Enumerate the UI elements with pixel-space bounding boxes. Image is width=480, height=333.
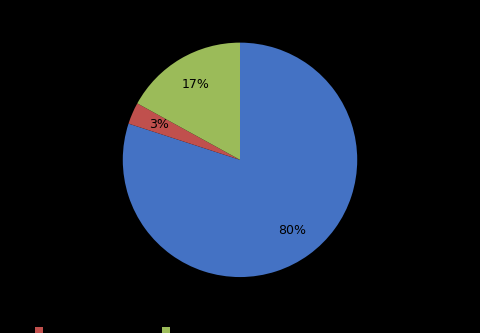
Legend: Wages & Salaries, Employee Benefits, Operating Expenses: Wages & Salaries, Employee Benefits, Ope… xyxy=(0,322,276,333)
Wedge shape xyxy=(123,43,357,277)
Wedge shape xyxy=(129,103,240,160)
Text: 80%: 80% xyxy=(277,224,306,237)
Text: 17%: 17% xyxy=(181,78,209,91)
Wedge shape xyxy=(137,43,240,160)
Text: 3%: 3% xyxy=(149,119,169,132)
